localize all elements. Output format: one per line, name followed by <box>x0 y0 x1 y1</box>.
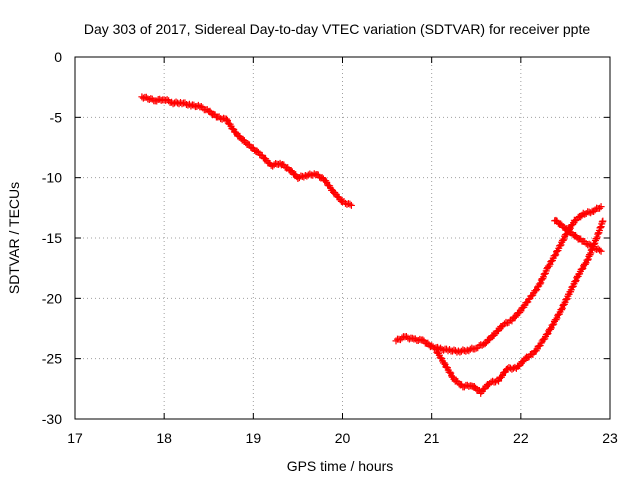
data-point-marker <box>581 260 589 268</box>
x-tick-label: 22 <box>513 430 529 446</box>
data-point-marker <box>287 167 295 175</box>
data-point-marker <box>398 334 406 342</box>
data-point-marker <box>471 345 479 353</box>
data-point-marker <box>571 278 579 286</box>
y-tick-label: -15 <box>42 230 62 246</box>
data-point-marker <box>597 203 605 211</box>
data-point-marker <box>500 320 508 328</box>
series-track-1 <box>138 93 355 209</box>
data-point-marker <box>156 95 164 103</box>
data-point-marker <box>552 251 560 259</box>
y-tick-label: -20 <box>42 290 62 306</box>
data-point-marker <box>295 174 303 182</box>
data-point-marker <box>253 147 261 155</box>
x-axis-label: GPS time / hours <box>287 458 394 474</box>
data-point-marker <box>549 321 557 329</box>
data-point-marker <box>232 128 239 136</box>
data-point-marker <box>481 340 489 348</box>
data-point-marker <box>223 115 231 123</box>
data-point-marker <box>347 201 355 209</box>
data-point-marker <box>178 100 186 108</box>
data-point-marker <box>489 377 497 385</box>
data-point-marker <box>187 102 195 110</box>
data-point-marker <box>300 173 308 181</box>
data-point-marker <box>557 220 565 228</box>
x-tick-label: 20 <box>335 430 351 446</box>
y-axis-label: SDTVAR / TECUs <box>6 182 22 294</box>
y-tick-label: -5 <box>50 109 63 125</box>
data-point-marker <box>573 274 581 282</box>
data-point-marker <box>478 341 486 349</box>
data-point-marker <box>536 280 544 288</box>
data-point-marker <box>582 240 590 248</box>
data-point-marker <box>551 252 559 260</box>
data-layer <box>138 93 607 397</box>
ticks-layer: 17 18 19 20 21 22 23 -30 -25 -20 -15 -10 -5 0 <box>42 49 618 446</box>
data-point-marker <box>267 161 275 169</box>
data-point-marker <box>552 316 560 324</box>
x-tick-label: 21 <box>424 430 440 446</box>
data-point-marker <box>590 208 598 216</box>
data-point-marker <box>556 242 564 250</box>
data-point-marker <box>591 206 599 214</box>
data-point-marker <box>578 265 586 273</box>
data-point-marker <box>470 382 478 390</box>
series-track-2 <box>392 203 605 356</box>
x-tick-label: 17 <box>67 430 83 446</box>
x-tick-label: 19 <box>246 430 262 446</box>
x-tick-label: 18 <box>156 430 172 446</box>
data-point-marker <box>346 200 354 208</box>
data-point-marker <box>532 287 540 295</box>
data-point-marker <box>572 232 580 240</box>
y-tick-label: 0 <box>54 49 62 65</box>
y-tick-label: -25 <box>42 351 62 367</box>
data-point-marker <box>596 246 604 254</box>
data-point-marker <box>585 240 593 248</box>
data-point-marker <box>559 236 567 244</box>
data-point-marker <box>543 330 551 338</box>
data-point-marker <box>431 344 439 352</box>
y-tick-label: -10 <box>42 170 62 186</box>
series-track-4 <box>551 216 605 255</box>
data-point-marker <box>587 209 595 217</box>
chart-title: Day 303 of 2017, Sidereal Day-to-day VTE… <box>84 21 591 37</box>
data-point-marker <box>440 359 448 367</box>
data-point-marker <box>558 306 566 314</box>
series-track-3 <box>432 217 607 397</box>
data-point-marker <box>396 336 404 344</box>
x-tick-label: 23 <box>602 430 618 446</box>
data-point-marker <box>194 101 202 109</box>
data-point-marker <box>546 325 554 333</box>
data-point-marker <box>516 308 524 316</box>
data-point-marker <box>322 177 330 185</box>
y-tick-label: -30 <box>42 411 62 427</box>
data-point-marker <box>511 313 519 321</box>
data-point-marker <box>139 94 147 102</box>
data-point-marker <box>587 241 595 249</box>
data-point-marker <box>596 204 604 212</box>
data-point-marker <box>597 247 605 255</box>
grid-layer <box>75 57 610 419</box>
data-point-marker <box>446 368 454 376</box>
data-point-marker <box>599 217 607 225</box>
data-point-marker <box>582 209 590 217</box>
data-point-marker <box>563 225 571 233</box>
data-point-marker <box>197 102 205 110</box>
